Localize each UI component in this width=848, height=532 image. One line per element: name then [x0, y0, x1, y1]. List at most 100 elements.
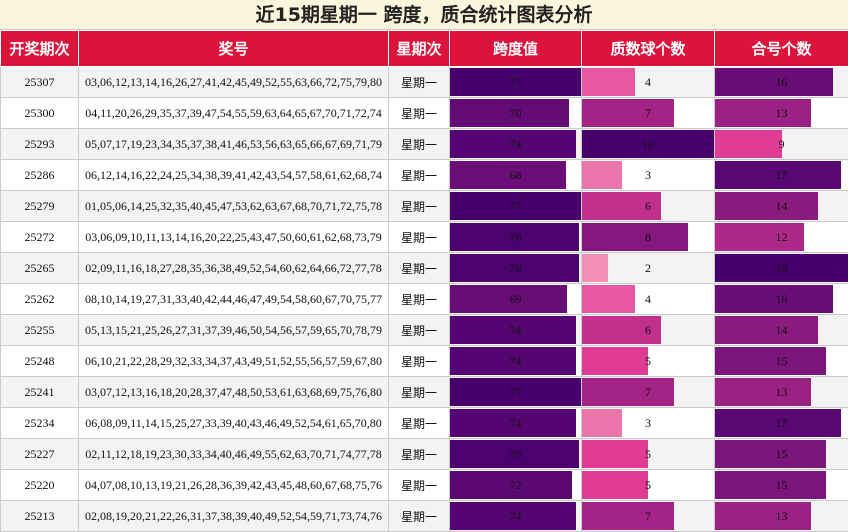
weekday-cell: 星期一 [388, 469, 450, 501]
period-cell: 25213 [0, 500, 79, 532]
value-label: 77 [509, 384, 522, 399]
bar-cell: 70 [449, 97, 582, 129]
value-bar [450, 440, 580, 468]
value-label: 15 [775, 477, 788, 492]
value-label: 74 [509, 322, 522, 337]
bar-cell: 10 [581, 128, 715, 160]
value-label: 15 [775, 446, 788, 461]
value-label: 76 [509, 446, 522, 461]
value-bar [715, 378, 812, 406]
weekday-cell: 星期一 [388, 128, 450, 160]
table-row: 25255 05,13,15,21,25,26,27,31,37,39,46,50… [0, 314, 848, 346]
value-label: 70 [509, 105, 522, 120]
value-label: 14 [775, 322, 788, 337]
bar-cell: 74 [449, 314, 582, 346]
value-bar [582, 378, 675, 406]
bar-cell: 76 [449, 221, 582, 253]
value-label: 69 [509, 291, 522, 306]
value-label: 7 [645, 105, 651, 120]
value-label: 17 [775, 415, 788, 430]
value-label: 77 [509, 198, 522, 213]
header-cell: 跨度值 [449, 30, 582, 67]
bar-cell: 74 [449, 500, 582, 532]
value-label: 17 [775, 167, 788, 182]
table-row: 25272 03,06,09,10,11,13,14,16,20,22,25,43… [0, 221, 848, 253]
weekday-cell: 星期一 [388, 407, 450, 439]
period-cell: 25307 [0, 66, 79, 98]
value-label: 13 [775, 508, 788, 523]
weekday-cell: 星期一 [388, 190, 450, 222]
period-cell: 25248 [0, 345, 79, 377]
table-row: 25265 02,09,11,16,18,27,28,35,36,38,49,52… [0, 252, 848, 284]
value-bar [450, 99, 570, 127]
bar-cell: 77 [449, 190, 582, 222]
weekday-cell: 星期一 [388, 438, 450, 470]
header-cell: 开奖期次 [0, 30, 79, 67]
value-label: 13 [775, 384, 788, 399]
value-label: 13 [775, 105, 788, 120]
table-row: 25227 02,11,12,18,19,23,30,33,34,40,46,49… [0, 438, 848, 470]
weekday-cell: 星期一 [388, 314, 450, 346]
bar-cell: 5 [581, 438, 715, 470]
period-cell: 25234 [0, 407, 79, 439]
title: 近15期星期一 跨度，质合统计图表分析 [0, 0, 848, 30]
bar-cell: 5 [581, 345, 715, 377]
bar-cell: 16 [714, 66, 848, 98]
period-cell: 25265 [0, 252, 79, 284]
value-bar [715, 130, 782, 158]
bar-cell: 15 [714, 345, 848, 377]
value-label: 77 [509, 74, 522, 89]
bar-cell: 7 [581, 97, 715, 129]
header-cell: 奖号 [78, 30, 389, 67]
period-cell: 25293 [0, 128, 79, 160]
value-label: 18 [775, 260, 788, 275]
period-cell: 25227 [0, 438, 79, 470]
value-bar [715, 409, 841, 437]
table-row: 25286 06,12,14,16,22,24,25,34,38,39,41,42… [0, 159, 848, 191]
value-label: 5 [645, 477, 651, 492]
bar-cell: 15 [714, 469, 848, 501]
value-bar [582, 254, 609, 282]
table-row: 25241 03,07,12,13,16,18,20,28,37,47,48,50… [0, 376, 848, 408]
bar-cell: 3 [581, 159, 715, 191]
period-cell: 25279 [0, 190, 79, 222]
value-bar [715, 161, 841, 189]
value-bar [450, 254, 580, 282]
value-bar [450, 502, 576, 530]
bar-cell: 77 [449, 376, 582, 408]
period-cell: 25220 [0, 469, 79, 501]
value-label: 76 [509, 260, 522, 275]
value-bar [715, 68, 834, 96]
header-cell: 星期次 [388, 30, 450, 67]
table-row: 25279 01,05,06,14,25,32,35,40,45,47,53,62… [0, 190, 848, 222]
value-bar [582, 471, 648, 499]
value-label: 2 [645, 260, 651, 275]
bar-cell: 4 [581, 66, 715, 98]
value-bar [715, 440, 826, 468]
bar-cell: 5 [581, 469, 715, 501]
bar-cell: 14 [714, 190, 848, 222]
bar-cell: 7 [581, 500, 715, 532]
numbers-cell: 03,06,12,13,14,16,26,27,41,42,45,49,52,5… [78, 66, 389, 98]
bar-cell: 17 [714, 407, 848, 439]
value-label: 5 [645, 446, 651, 461]
numbers-cell: 08,10,14,19,27,31,33,40,42,44,46,47,49,5… [78, 283, 389, 315]
table-row: 25213 02,08,19,20,21,22,26,31,37,38,39,40… [0, 500, 848, 532]
value-label: 74 [509, 353, 522, 368]
bar-cell: 18 [714, 252, 848, 284]
value-label: 7 [645, 384, 651, 399]
bar-cell: 72 [449, 469, 582, 501]
bar-cell: 13 [714, 376, 848, 408]
header-cell: 质数球个数 [581, 30, 715, 67]
value-bar [582, 502, 675, 530]
value-bar [450, 471, 573, 499]
value-bar [582, 192, 662, 220]
period-cell: 25262 [0, 283, 79, 315]
header-cell: 合号个数 [714, 30, 848, 67]
value-bar [582, 347, 648, 375]
value-label: 3 [645, 415, 651, 430]
value-label: 74 [509, 415, 522, 430]
bar-cell: 13 [714, 97, 848, 129]
numbers-cell: 02,11,12,18,19,23,30,33,34,40,46,49,55,6… [78, 438, 389, 470]
period-cell: 25300 [0, 97, 79, 129]
